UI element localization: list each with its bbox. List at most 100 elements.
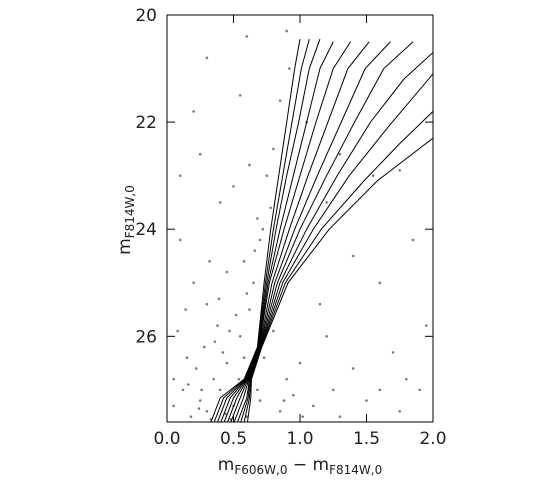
data-point (238, 335, 242, 338)
data-point (312, 404, 315, 408)
data-point (217, 297, 221, 301)
data-point (371, 174, 375, 177)
data-point (248, 308, 251, 311)
data-point (205, 56, 209, 60)
data-point (252, 281, 255, 285)
isochrone (227, 41, 370, 422)
data-point (205, 302, 209, 306)
data-point (325, 201, 328, 204)
isochrone (243, 111, 433, 422)
data-point (185, 356, 189, 360)
y-tick-label: 20 (135, 6, 157, 26)
data-point (238, 94, 242, 97)
isochrone (223, 41, 351, 422)
data-point (272, 329, 275, 333)
data-point (285, 377, 289, 381)
data-point (318, 302, 322, 306)
data-point (405, 377, 408, 381)
x-axis-label: mF606W,0 − mF814W,0 (218, 455, 382, 477)
isochrone (213, 38, 310, 422)
data-point (278, 99, 282, 102)
data-point (202, 345, 206, 349)
data-point (245, 35, 249, 38)
data-point (292, 393, 295, 397)
isochrone (217, 38, 321, 422)
plot-area (172, 29, 433, 422)
data-point (365, 399, 368, 402)
isochrone (230, 41, 391, 422)
data-point (218, 388, 222, 392)
data-point (269, 206, 273, 210)
data-point (192, 281, 195, 285)
x-tick-label: 2.0 (419, 429, 446, 449)
data-point (186, 383, 190, 386)
data-point (179, 174, 182, 177)
data-point (398, 169, 402, 172)
data-point (228, 329, 231, 333)
isochrone (220, 41, 334, 422)
y-tick-label: 24 (135, 220, 157, 240)
data-point (184, 308, 187, 311)
isochrone (240, 73, 433, 422)
data-point (265, 174, 269, 177)
data-point (425, 324, 428, 327)
data-point (194, 367, 198, 370)
isochrone (210, 39, 301, 422)
data-point (245, 292, 249, 295)
data-point (213, 340, 217, 343)
data-point (172, 404, 175, 408)
x-tick-label: 0.0 (153, 429, 180, 449)
data-point (225, 361, 229, 365)
data-point (351, 254, 355, 258)
data-point (301, 415, 304, 418)
data-point (253, 249, 257, 252)
data-point (411, 238, 415, 242)
data-point (272, 147, 275, 151)
data-point (245, 415, 249, 418)
data-point (261, 227, 265, 231)
data-point (225, 270, 229, 274)
isochrone (246, 137, 433, 422)
data-point (172, 377, 175, 381)
data-point (262, 356, 266, 360)
x-tick-label: 1.0 (286, 429, 313, 449)
data-point (331, 388, 335, 392)
data-point (181, 388, 185, 392)
y-tick-label: 22 (135, 113, 157, 133)
data-point (200, 388, 203, 392)
data-point (176, 329, 179, 333)
data-point (338, 152, 342, 156)
data-point (288, 67, 291, 70)
data-point (192, 110, 195, 113)
data-point (216, 324, 219, 327)
data-point (258, 238, 262, 242)
data-point (351, 367, 355, 370)
data-point (208, 260, 211, 263)
x-tick-label: 0.5 (220, 429, 247, 449)
x-tick-label: 1.5 (353, 429, 380, 449)
data-point (234, 313, 238, 317)
data-point (285, 29, 289, 33)
data-point (278, 409, 282, 413)
data-point (338, 415, 342, 418)
data-point (282, 399, 286, 402)
data-point (391, 351, 395, 354)
data-point (218, 201, 222, 204)
data-point (242, 356, 246, 360)
data-point (378, 388, 382, 392)
isochrone (233, 41, 414, 422)
data-point (258, 399, 262, 402)
data-point (256, 217, 259, 220)
data-point (221, 351, 225, 354)
data-point (232, 185, 235, 188)
data-point (237, 377, 241, 381)
data-point (325, 335, 328, 338)
isochrone (237, 52, 433, 422)
data-point (205, 409, 209, 413)
data-point (242, 260, 246, 263)
data-point (212, 377, 215, 381)
data-point (248, 163, 251, 167)
data-point (198, 399, 202, 402)
data-point (298, 361, 302, 365)
data-point (179, 238, 182, 242)
